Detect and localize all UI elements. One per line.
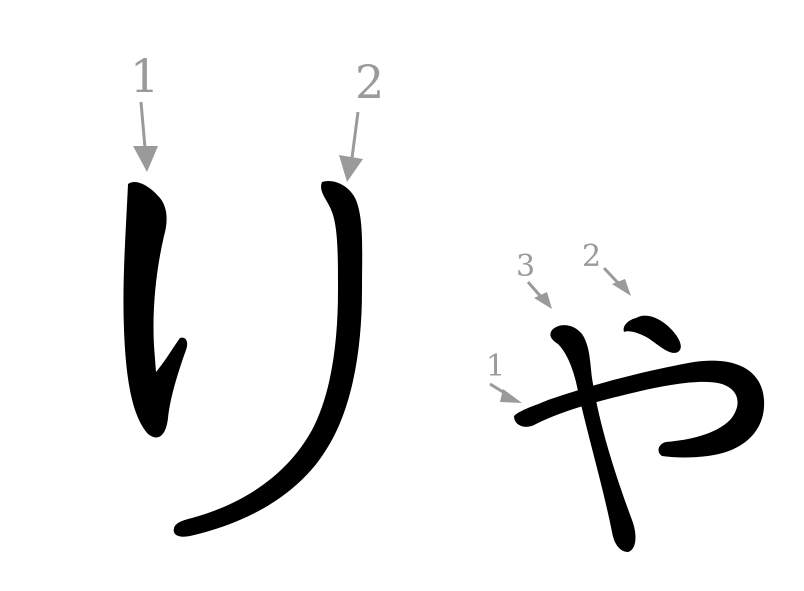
ya-arrow-2-icon [602, 266, 631, 296]
annotations-small-ya: 1 2 3 [486, 239, 631, 403]
ri-arrow-2-icon [339, 111, 363, 182]
annotations-ri: 1 2 [130, 49, 384, 182]
character-small-ya [514, 315, 765, 552]
ya-stroke-number-1: 1 [486, 349, 505, 384]
ya-arrow-3-icon [526, 281, 552, 309]
ya-arrow-1-icon [489, 382, 522, 403]
ri-stroke-2 [173, 180, 363, 537]
ya-stroke-1 [514, 360, 765, 458]
character-ri [123, 180, 363, 537]
ya-stroke-number-3: 3 [516, 249, 535, 284]
ri-arrow-1-icon [133, 101, 158, 172]
ya-stroke-number-2: 2 [582, 239, 601, 274]
ri-stroke-number-1: 1 [130, 49, 159, 103]
ya-stroke-2 [623, 315, 681, 353]
ri-stroke-number-2: 2 [355, 55, 384, 109]
ya-stroke-3 [550, 325, 636, 552]
ri-stroke-1 [123, 181, 188, 438]
